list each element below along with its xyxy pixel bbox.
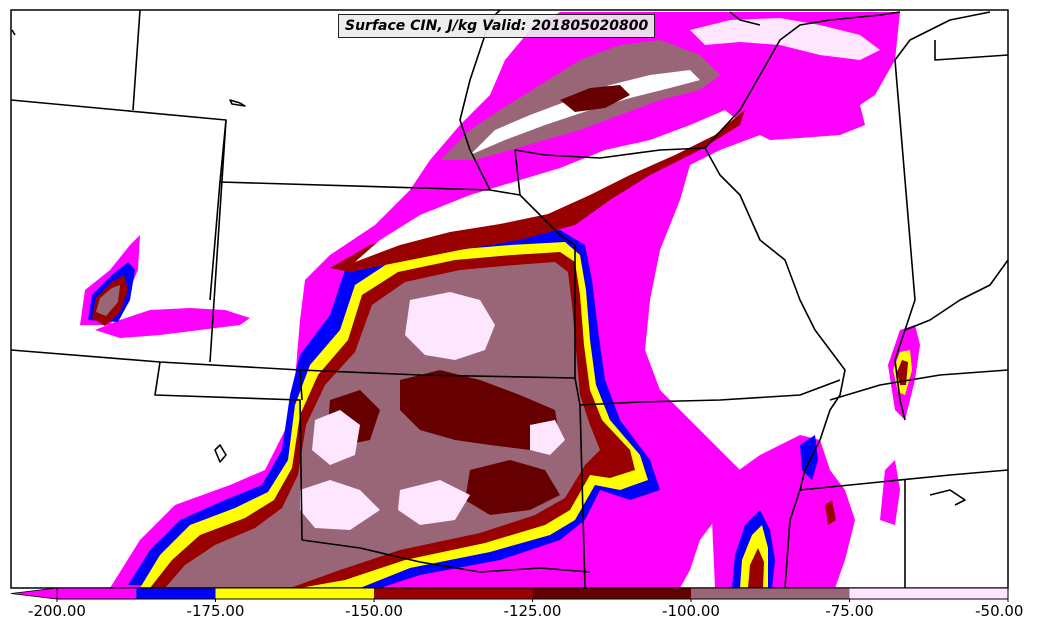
colorbar-bin	[57, 588, 137, 599]
cin-field	[11, 10, 1008, 588]
cin-region-magenta-west	[95, 308, 250, 338]
cin-region-north-pink	[690, 18, 880, 60]
colorbar-tick-label: -100.00	[662, 602, 720, 620]
colorbar	[10, 587, 1009, 602]
colorbar-tick-label: -150.00	[345, 602, 403, 620]
cin-region-se-red	[748, 548, 764, 588]
cin-region-west-mauve	[96, 285, 120, 316]
state-boundaries	[11, 10, 1008, 588]
cin-region-magenta-ne	[750, 100, 865, 140]
cin-region-pink-a	[405, 292, 495, 360]
cin-region-il-red	[897, 360, 908, 385]
colorbar-bin	[691, 588, 850, 599]
cin-region-darkred-a	[400, 370, 560, 450]
colorbar-tick-label: -125.00	[503, 602, 562, 620]
colorbar-extend-arrow	[10, 587, 58, 600]
colorbar-tick-label: -200.00	[28, 602, 86, 620]
cin-region-north-white-b	[470, 70, 700, 155]
colorbar-tick-label: -75.00	[825, 602, 874, 620]
cin-region-pink-e	[530, 420, 565, 455]
colorbar-tick-label: -50.00	[975, 602, 1024, 620]
colorbar-bin	[532, 588, 691, 599]
cin-region-pink-d	[398, 480, 470, 525]
cin-region-se-blue-b	[800, 435, 818, 480]
cin-region-tx-magenta	[430, 555, 600, 588]
cin-region-pink-c	[300, 480, 380, 530]
cin-region-se-small	[825, 500, 836, 525]
cin-region-north-darkred	[560, 85, 630, 112]
colorbar-bin	[374, 588, 533, 599]
cin-region-darkred-b	[465, 460, 560, 515]
map-title: Surface CIN, J/kg Valid: 201805020800	[338, 14, 656, 38]
colorbar-bin	[849, 588, 1008, 599]
cin-region-pink-b	[312, 410, 360, 465]
colorbar-bin	[215, 588, 374, 599]
colorbar-tick-label: -175.00	[186, 602, 245, 620]
cin-region-north-white	[355, 110, 735, 262]
cin-region-magenta-ky	[880, 460, 900, 525]
colorbar-bin	[136, 588, 216, 599]
